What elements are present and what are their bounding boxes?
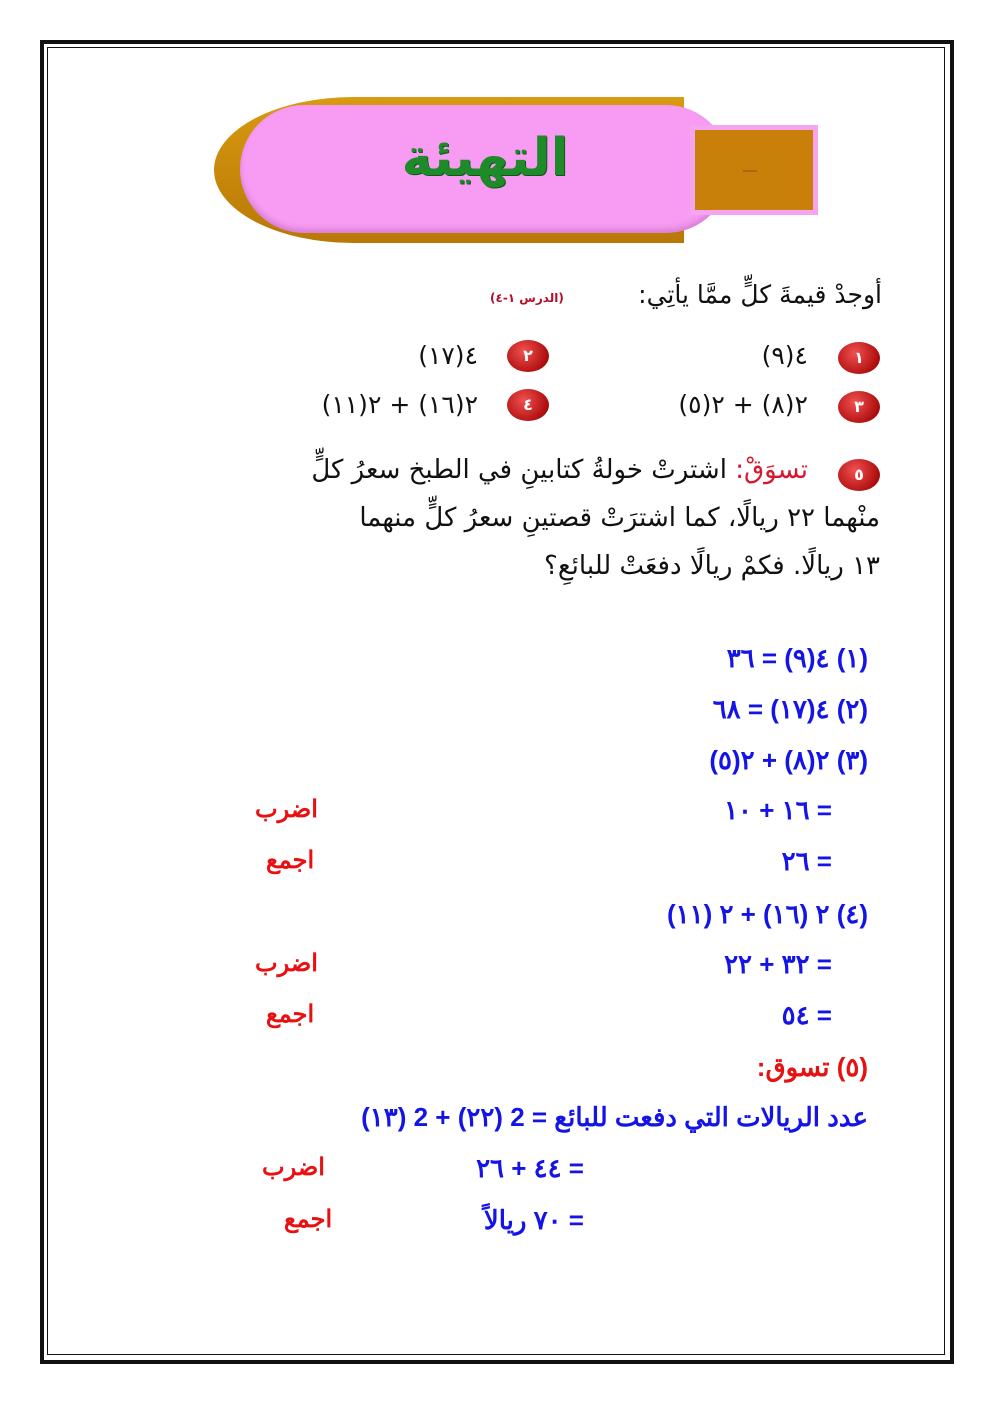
problem-badge: ٢ — [507, 340, 549, 372]
note-multiply: اضرب — [255, 950, 318, 977]
answer-4-step: ٢٢ + ٣٢ = — [724, 949, 832, 979]
instruction: أوجدْ قيمةَ كلٍّ ممَّا يأتِي: — [638, 280, 882, 309]
answer-4: (١١) ٢ + (١٦) ٢ (٤) — [666, 899, 868, 929]
banner — [240, 105, 730, 233]
note-add: اجمع — [266, 1001, 315, 1028]
note-multiply: اضرب — [262, 1154, 325, 1181]
problem-badge: ١ — [838, 342, 880, 374]
word-problem-label: تسوَقْ: — [735, 455, 808, 485]
note-add: اجمع — [284, 1206, 333, 1233]
problem-badge: ٤ — [507, 389, 549, 421]
answer-3: (٥)٢ + (٨)٢ (٣) — [709, 745, 868, 775]
note-add: اجمع — [266, 847, 315, 874]
page-border-inner — [47, 47, 945, 1355]
problem-expression: (١١)٢ + (١٦)٢ — [321, 390, 478, 419]
answer-5-step: = ٧٠ ريالاً — [483, 1205, 584, 1235]
banner-title: التهيئة — [401, 128, 569, 188]
answer-5-title: (٥) تسوق: — [756, 1052, 868, 1082]
problem-expression: (٥)٢ + (٨)٢ — [678, 390, 808, 419]
answer-4-step: ٥٤ = — [781, 1000, 832, 1030]
problem-badge: ٥ — [838, 459, 880, 491]
word-problem-text: اشترتْ خولةُ كتابينِ في الطبخ سعرُ كلٍّ — [311, 455, 727, 485]
lesson-ref: (الدرس ١-٤) — [490, 291, 564, 305]
word-problem-line: منْهما ٢٢ ريالًا، كما اشترَتْ قصتينِ سعر… — [359, 503, 880, 533]
problem-expression: (٩)٤ — [761, 341, 808, 370]
answer-1: ٣٦ = (٩)٤ (١) — [726, 643, 868, 673]
answer-3-step: ٢٦ = — [781, 846, 832, 876]
answer-3-step: ١٠ + ١٦ = — [724, 795, 832, 825]
answer-5-step: ٢٦ + ٤٤ = — [476, 1153, 584, 1183]
answer-2: ٦٨ = (١٧)٤ (٢) — [712, 694, 868, 724]
answer-5-equation: عدد الريالات التي دفعت للبائع = 2 (٢٢) +… — [361, 1102, 868, 1132]
word-problem-line: تسوَقْ: اشترتْ خولةُ كتابينِ في الطبخ سع… — [311, 455, 808, 485]
page-border — [40, 40, 954, 1364]
problem-badge: ٣ — [838, 391, 880, 423]
note-multiply: اضرب — [255, 796, 318, 823]
dash-mark — [743, 170, 757, 172]
word-problem-line: ١٣ ريالًا. فكمْ ريالًا دفعَتْ للبائعِ؟ — [544, 551, 880, 581]
problem-expression: (١٧)٤ — [418, 341, 478, 370]
